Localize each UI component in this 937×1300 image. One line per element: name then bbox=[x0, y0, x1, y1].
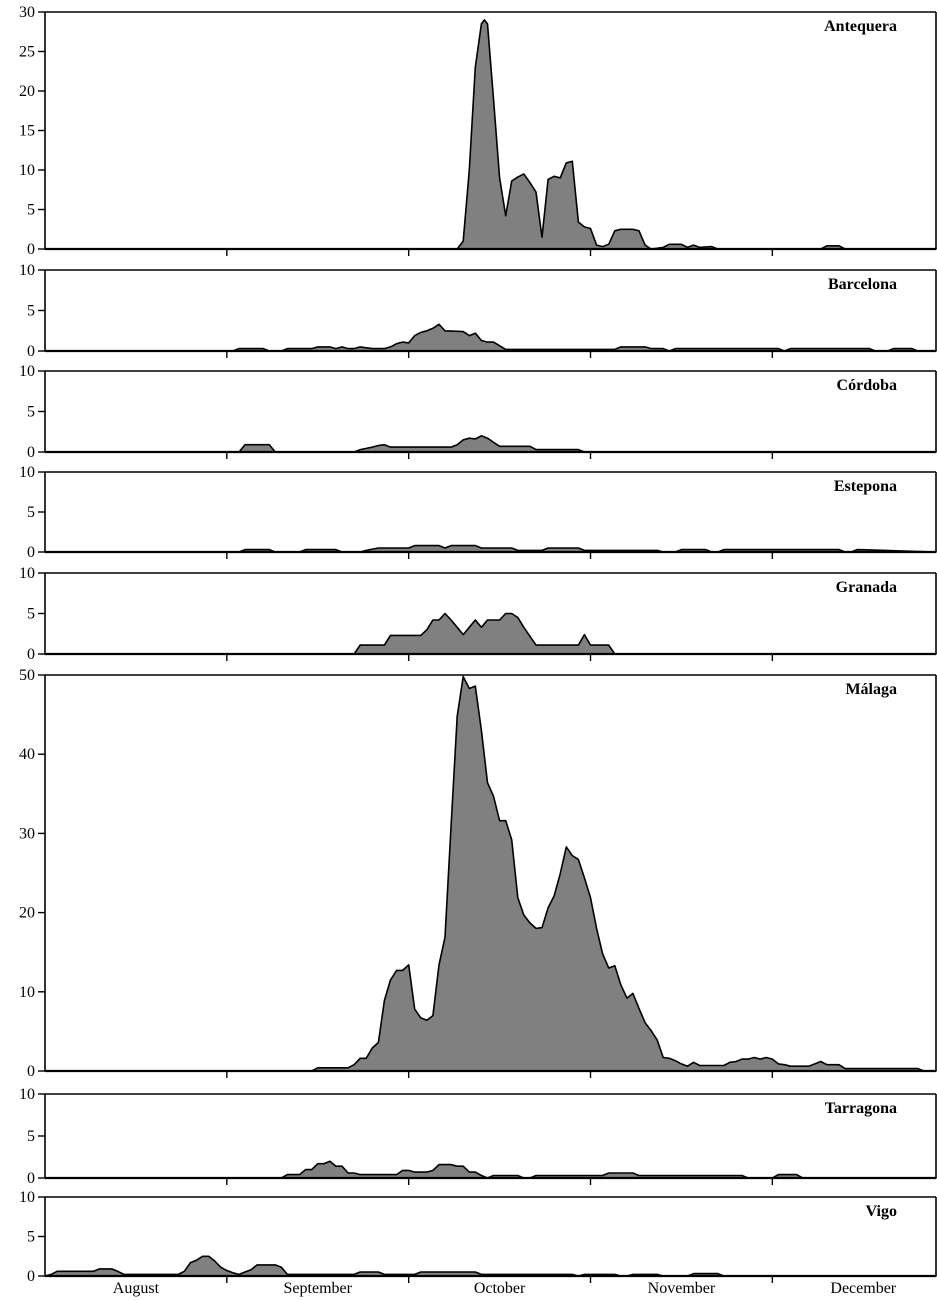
panel-title-granada: Granada bbox=[836, 579, 897, 596]
panel-tarragona: 0 5 10 Tarragona bbox=[19, 1086, 937, 1187]
panel-title-malaga: Málaga bbox=[845, 681, 897, 698]
y-tick-label: 10 bbox=[19, 565, 35, 582]
y-tick-label: 5 bbox=[27, 1229, 35, 1246]
month-label-november: November bbox=[648, 1280, 716, 1297]
y-tick-label: 0 bbox=[27, 1268, 35, 1285]
y-tick-label: 40 bbox=[19, 746, 35, 763]
y-tick-label: 10 bbox=[19, 162, 35, 179]
y-tick-label: 15 bbox=[19, 123, 35, 140]
y-tick-label: 0 bbox=[27, 1063, 35, 1080]
panel-cordoba: 0 5 10 Córdoba bbox=[19, 363, 937, 461]
area-series-estepona bbox=[44, 544, 937, 553]
y-tick-label: 20 bbox=[19, 83, 35, 100]
y-tick-label: 5 bbox=[27, 606, 35, 623]
y-tick-label: 10 bbox=[19, 1086, 35, 1103]
y-tick-label: 5 bbox=[27, 202, 35, 219]
y-tick-label: 5 bbox=[27, 404, 35, 421]
area-series-granada bbox=[44, 612, 937, 655]
panel-title-vigo: Vigo bbox=[866, 1203, 897, 1220]
y-tick-label: 0 bbox=[27, 1170, 35, 1187]
y-tick-label: 0 bbox=[27, 343, 35, 360]
panel-title-cordoba: Córdoba bbox=[837, 377, 897, 394]
y-tick-label: 0 bbox=[27, 444, 35, 461]
month-label-september: September bbox=[284, 1280, 353, 1297]
panel-estepona: 0 5 10 Estepona bbox=[19, 464, 937, 561]
panel-title-tarragona: Tarragona bbox=[825, 1100, 897, 1117]
panel-malaga: 0 10 20 30 40 50 Málaga bbox=[19, 667, 937, 1080]
y-tick-label: 5 bbox=[27, 504, 35, 521]
area-series-malaga bbox=[44, 675, 937, 1072]
y-tick-label: 50 bbox=[19, 667, 35, 684]
y-tick-label: 0 bbox=[27, 646, 35, 663]
y-tick-label: 25 bbox=[19, 44, 35, 61]
area-series-tarragona bbox=[44, 1160, 937, 1179]
area-series-barcelona bbox=[44, 323, 937, 352]
area-series-antequera bbox=[44, 19, 937, 250]
y-tick-label: 10 bbox=[19, 262, 35, 279]
month-label-october: October bbox=[474, 1280, 526, 1297]
y-tick-label: 30 bbox=[19, 825, 35, 842]
y-tick-label: 0 bbox=[27, 544, 35, 561]
month-label-august: August bbox=[113, 1280, 160, 1297]
y-tick-label: 20 bbox=[19, 905, 35, 922]
y-tick-label: 10 bbox=[19, 1189, 35, 1206]
panel-granada: 0 5 10 Granada bbox=[19, 565, 937, 663]
y-tick-label: 10 bbox=[19, 984, 35, 1001]
panel-title-barcelona: Barcelona bbox=[828, 276, 897, 293]
y-tick-label: 5 bbox=[27, 1128, 35, 1145]
panel-antequera: 0 5 10 15 20 25 30 Antequera bbox=[19, 4, 937, 258]
y-tick-label: 0 bbox=[27, 241, 35, 258]
x-month-labels: August September October November December bbox=[113, 1280, 897, 1297]
area-series-cordoba bbox=[44, 435, 937, 453]
panel-title-estepona: Estepona bbox=[834, 478, 897, 495]
y-tick-label: 30 bbox=[19, 4, 35, 21]
panel-vigo: 0 5 10 Vigo bbox=[19, 1189, 937, 1285]
area-series-vigo bbox=[44, 1255, 937, 1277]
month-label-december: December bbox=[830, 1280, 896, 1297]
y-tick-label: 10 bbox=[19, 363, 35, 380]
panel-barcelona: 0 5 10 Barcelona bbox=[19, 262, 937, 360]
y-tick-label: 5 bbox=[27, 303, 35, 320]
panel-title-antequera: Antequera bbox=[824, 18, 897, 35]
y-tick-label: 10 bbox=[19, 464, 35, 481]
